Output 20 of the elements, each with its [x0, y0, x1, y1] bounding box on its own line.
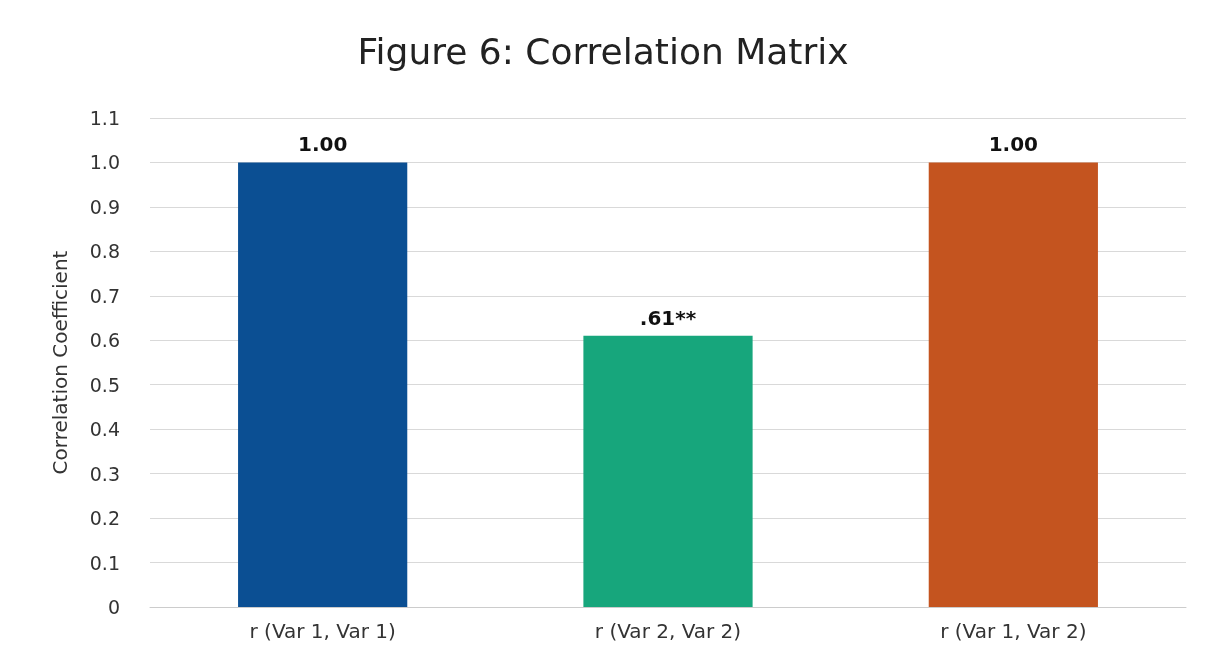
x-tick-label: r (Var 1, Var 1) — [249, 619, 396, 643]
y-tick-label: 1.1 — [89, 107, 120, 129]
y-tick-label: 0.5 — [89, 373, 120, 396]
y-axis-title: Correlation Coefficient — [48, 250, 72, 475]
y-tick-label: 0.9 — [89, 195, 120, 218]
y-tick-label: 0.8 — [89, 240, 120, 263]
y-tick-label: 0.2 — [89, 507, 120, 530]
data-label: 1.00 — [988, 132, 1039, 157]
y-tick-label: 0.4 — [89, 418, 120, 441]
x-tick-label: r (Var 2, Var 2) — [594, 619, 742, 643]
y-tick-label: 0.3 — [89, 462, 120, 485]
data-label: .61** — [639, 305, 697, 330]
y-tick-label: 1.0 — [89, 151, 120, 174]
y-tick-label: 0.6 — [89, 329, 120, 352]
chart-title: Figure 6: Correlation Matrix — [357, 30, 849, 72]
data-label: 1.00 — [297, 132, 348, 157]
y-tick-label: 0 — [107, 596, 120, 618]
y-tick-label: 0.1 — [89, 551, 120, 574]
y-tick-label: 0.7 — [89, 284, 120, 307]
x-tick-label: r (Var 1, Var 2) — [940, 619, 1087, 643]
